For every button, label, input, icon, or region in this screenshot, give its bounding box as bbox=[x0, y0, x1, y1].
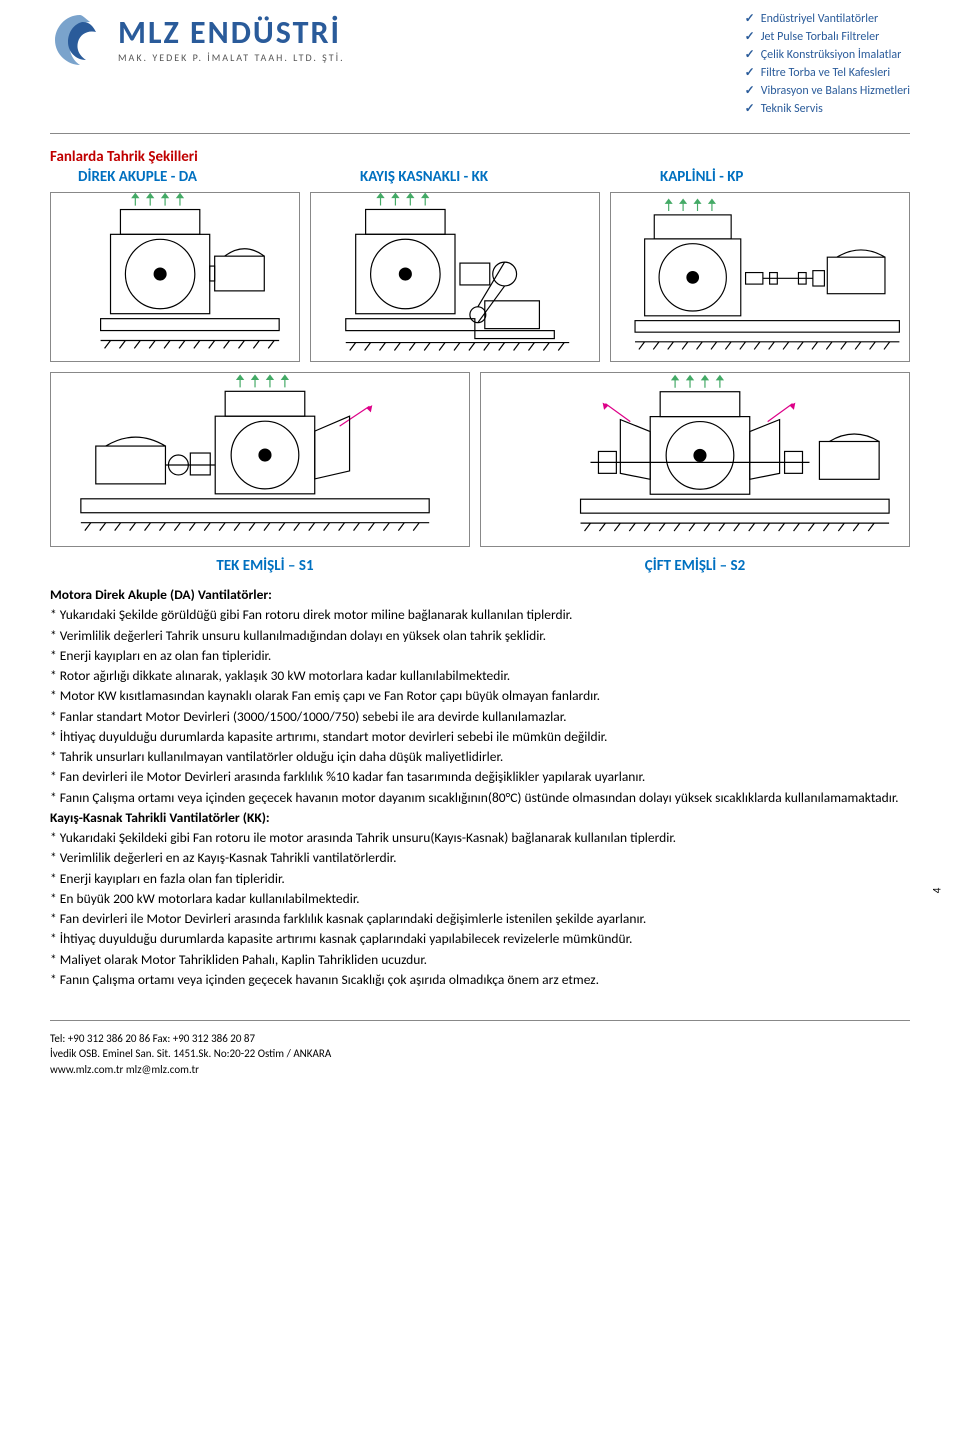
kk-subtitle: Kayış-Kasnak Tahrikli Vantilatörler (KK)… bbox=[50, 808, 910, 828]
body-line: * İhtiyaç duyulduğu durumlarda kapasite … bbox=[50, 727, 910, 747]
logo-swirl-icon bbox=[50, 10, 110, 70]
body-line: * Yukarıdaki Şekildeki gibi Fan rotoru i… bbox=[50, 828, 910, 848]
figure-row-suction bbox=[50, 372, 910, 547]
body-line: * Fan devirleri ile Motor Devirleri aras… bbox=[50, 909, 910, 929]
check-icon: ✓ bbox=[745, 82, 755, 100]
figure-direct-drive bbox=[50, 192, 300, 362]
suction-label-s2: ÇİFT EMİŞLİ – S2 bbox=[480, 557, 910, 575]
body-line: * Yukarıdaki Şekilde görüldüğü gibi Fan … bbox=[50, 605, 910, 625]
body-line: * Fanlar standart Motor Devirleri (3000/… bbox=[50, 707, 910, 727]
body-line: * İhtiyaç duyulduğu durumlarda kapasite … bbox=[50, 929, 910, 949]
footer-address: İvedik OSB. Eminel San. Sit. 1451.Sk. No… bbox=[50, 1046, 910, 1061]
body-line: * Motor KW kısıtlamasından kaynaklı olar… bbox=[50, 686, 910, 706]
header-divider bbox=[50, 133, 910, 134]
body-line: * Fanın Çalışma ortamı veya içinden geçe… bbox=[50, 788, 910, 808]
check-icon: ✓ bbox=[745, 46, 755, 64]
drive-type-labels: DİREK AKUPLE - DA KAYIŞ KASNAKLI - KK KA… bbox=[50, 168, 910, 186]
check-icon: ✓ bbox=[745, 10, 755, 28]
service-item: Jet Pulse Torbalı Filtreler bbox=[761, 28, 880, 46]
body-line: * Maliyet olarak Motor Tahrikliden Pahal… bbox=[50, 950, 910, 970]
services-list: ✓ Endüstriyel Vantilatörler ✓ Jet Pulse To… bbox=[745, 10, 910, 118]
figure-belt-drive bbox=[310, 192, 600, 362]
check-icon: ✓ bbox=[745, 64, 755, 82]
suction-labels: TEK EMİŞLİ – S1 ÇİFT EMİŞLİ – S2 bbox=[50, 557, 910, 575]
figure-single-suction bbox=[50, 372, 470, 547]
footer-divider bbox=[50, 1020, 910, 1021]
drive-label-kk: KAYIŞ KASNAKLI - KK bbox=[360, 168, 660, 186]
body-line: * Tahrik unsurları kullanılmayan vantila… bbox=[50, 747, 910, 767]
service-item: Vibrasyon ve Balans Hizmetleri bbox=[761, 82, 910, 100]
figure-coupling-drive bbox=[610, 192, 910, 362]
logo-title: MLZ ENDÜSTRİ bbox=[118, 17, 345, 49]
body-line: * Rotor ağırlığı dikkate alınarak, yakla… bbox=[50, 666, 910, 686]
logo-block: MLZ ENDÜSTRİ MAK. YEDEK P. İMALAT TAAH. … bbox=[50, 10, 345, 70]
suction-label-s1: TEK EMİŞLİ – S1 bbox=[50, 557, 480, 575]
section-title: Fanlarda Tahrik Şekilleri bbox=[50, 148, 910, 166]
figure-double-suction bbox=[480, 372, 910, 547]
page-number: 4 bbox=[931, 888, 944, 894]
body-line: * Verimlilik değerleri Tahrik unsuru kul… bbox=[50, 626, 910, 646]
footer: Tel: +90 312 386 20 86 Fax: +90 312 386 … bbox=[50, 1031, 910, 1077]
body-line: * Fanın Çalışma ortamı veya içinden geçe… bbox=[50, 970, 910, 990]
check-icon: ✓ bbox=[745, 28, 755, 46]
body-line: * Enerji kayıpları en fazla olan fan tip… bbox=[50, 869, 910, 889]
footer-web: www.mlz.com.tr mlz@mlz.com.tr bbox=[50, 1062, 910, 1077]
body-line: * En büyük 200 kW motorlara kadar kullan… bbox=[50, 889, 910, 909]
service-item: Teknik Servis bbox=[761, 100, 823, 118]
service-item: Çelik Konstrüksiyon İmalatlar bbox=[761, 46, 902, 64]
figure-row-drives bbox=[50, 192, 910, 362]
page-header: MLZ ENDÜSTRİ MAK. YEDEK P. İMALAT TAAH. … bbox=[50, 10, 910, 118]
drive-label-kp: KAPLİNLİ - KP bbox=[660, 168, 743, 186]
body-line: * Fan devirleri ile Motor Devirleri aras… bbox=[50, 767, 910, 787]
service-item: Endüstriyel Vantilatörler bbox=[761, 10, 879, 28]
logo-subtitle: MAK. YEDEK P. İMALAT TAAH. LTD. ŞTİ. bbox=[118, 51, 345, 64]
body-text: Motora Direk Akuple (DA) Vantilatörler: … bbox=[50, 585, 910, 990]
footer-contact: Tel: +90 312 386 20 86 Fax: +90 312 386 … bbox=[50, 1031, 910, 1046]
drive-label-da: DİREK AKUPLE - DA bbox=[50, 168, 360, 186]
service-item: Filtre Torba ve Tel Kafesleri bbox=[761, 64, 890, 82]
da-subtitle: Motora Direk Akuple (DA) Vantilatörler: bbox=[50, 585, 910, 605]
check-icon: ✓ bbox=[745, 100, 755, 118]
body-line: * Enerji kayıpları en az olan fan tipler… bbox=[50, 646, 910, 666]
body-line: * Verimlilik değerleri en az Kayış-Kasna… bbox=[50, 848, 910, 868]
